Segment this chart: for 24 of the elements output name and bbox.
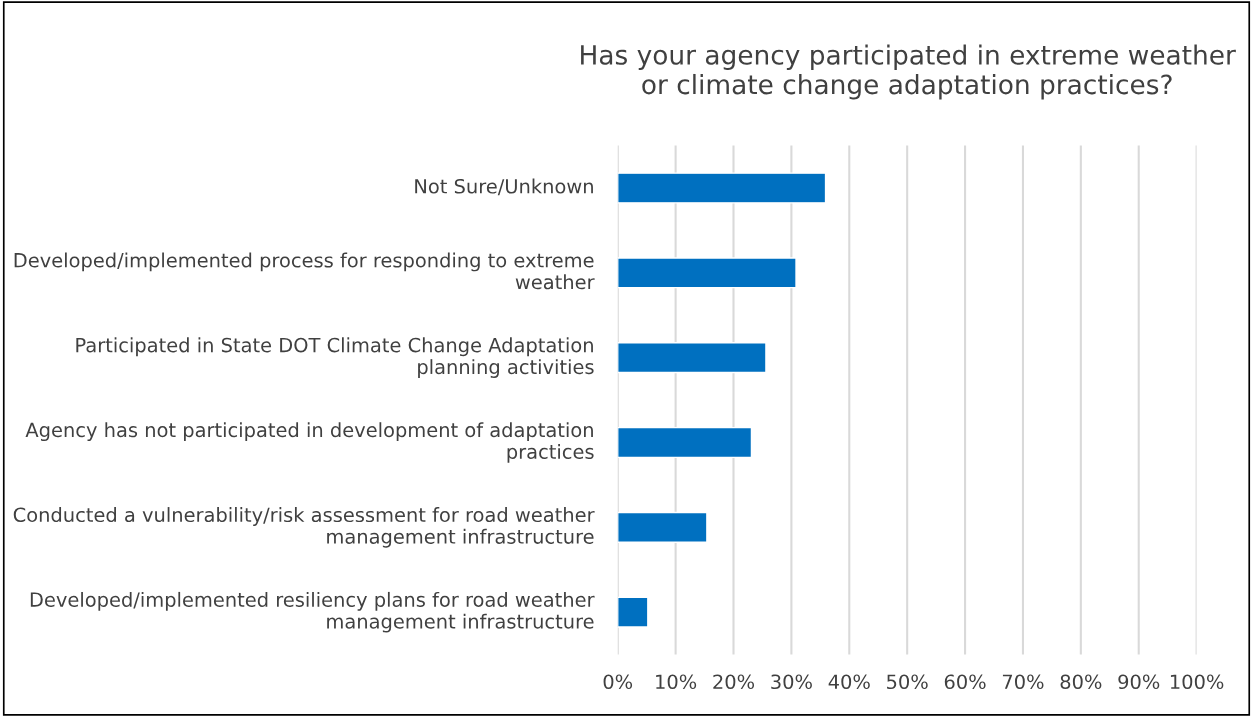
bar [617, 342, 767, 374]
y-tick-label: Agency has not participated in development of adaptation practices [25, 422, 594, 463]
x-tick-label: 100% [1170, 674, 1224, 690]
x-tick-label: 90% [1118, 674, 1160, 690]
bar [617, 172, 827, 204]
y-tick-label: Participated in State DOT Climate Change Adaptation planning activities [76, 337, 594, 378]
bar [617, 257, 797, 289]
y-tick-label: Developed/implemented process for responding to extreme weather [14, 252, 595, 290]
y-tick-label: Developed/implemented resiliency plans for road weather management infrastructure [30, 591, 595, 633]
x-tick-label: 20% [713, 674, 755, 690]
x-tick-label: 30% [771, 674, 812, 690]
bar [617, 426, 753, 459]
y-tick-label: Conducted a vulnerability/risk assessment for road weather management infrastructure [13, 507, 595, 548]
x-tick-label: 50% [887, 674, 928, 690]
x-tick-label: 10% [656, 674, 697, 690]
x-tick-label: 80% [1060, 674, 1102, 690]
x-tick-label: 70% [1002, 674, 1044, 690]
x-tick-label: 0% [603, 674, 633, 690]
bar [617, 511, 708, 543]
x-tick-label: 60% [944, 674, 986, 690]
x-tick-label: 40% [828, 674, 870, 690]
chart-title: Has your agency participated in extreme weather or climate change adaptation practices? [581, 44, 1236, 100]
bar [617, 596, 649, 628]
y-tick-label: Not Sure/Unknown [415, 178, 593, 196]
